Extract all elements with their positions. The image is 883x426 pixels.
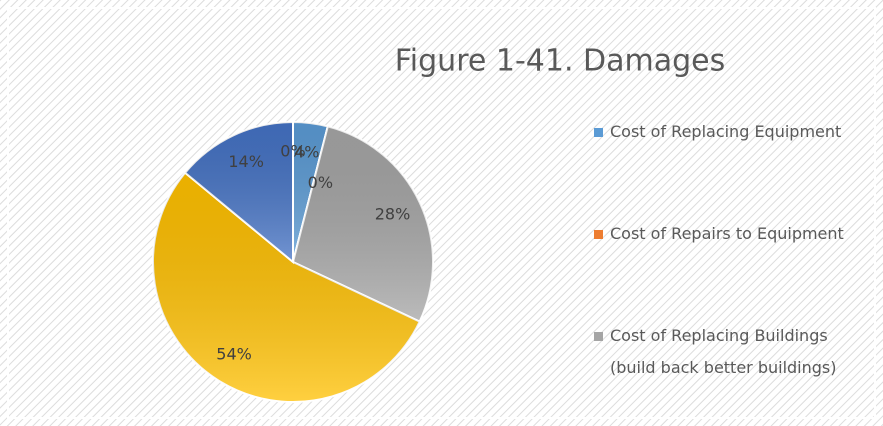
data-label: 0% (308, 173, 333, 192)
legend-label: Cost of Replacing Equipment (610, 122, 842, 141)
slice-shade (185, 122, 293, 262)
data-label: 54% (216, 344, 252, 363)
data-label: 0% (280, 142, 305, 161)
pie (152, 120, 434, 403)
data-label: 4% (294, 142, 319, 161)
legend-swatch (594, 230, 603, 239)
chart-title: Figure 1-41. Damages (395, 44, 726, 79)
slice-shade (153, 172, 420, 402)
data-label: 28% (375, 205, 411, 224)
data-label: 14% (228, 152, 264, 171)
data-labels: 4%0%28%54%14%0% (216, 142, 410, 364)
legend-swatch (594, 332, 603, 341)
plot-border (7, 7, 876, 419)
legend-label: Cost of Replacing Buildings (build back … (610, 326, 837, 377)
slice-shade (293, 126, 434, 322)
legend-swatch (594, 128, 603, 137)
legend-label: Cost of Repairs to Equipment (610, 224, 844, 243)
